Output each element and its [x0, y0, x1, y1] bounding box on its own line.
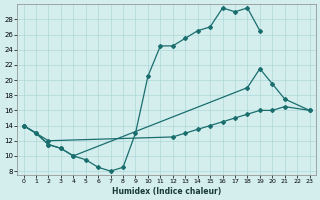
X-axis label: Humidex (Indice chaleur): Humidex (Indice chaleur)	[112, 187, 221, 196]
